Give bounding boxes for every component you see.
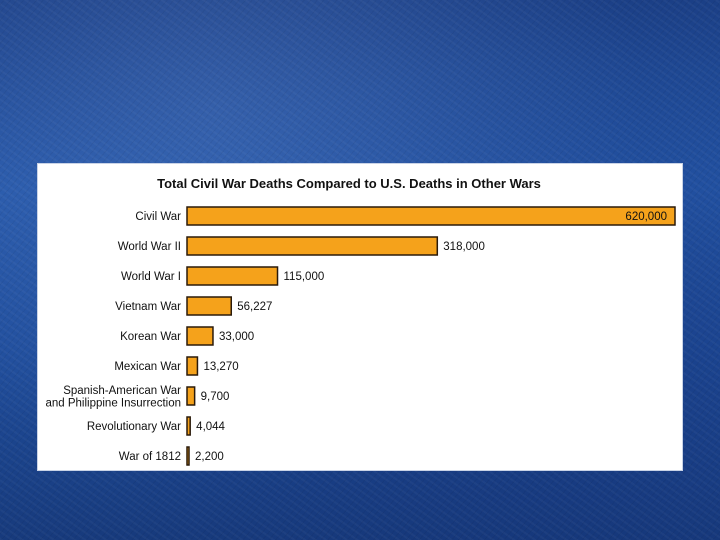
- category-label-line: World War II: [118, 241, 181, 253]
- bar: [186, 386, 196, 406]
- bar: [186, 266, 279, 286]
- category-label-line: Mexican War: [114, 361, 181, 373]
- bar: [186, 206, 676, 226]
- value-label: 56,227: [237, 301, 272, 313]
- category-label-line: World War I: [121, 271, 181, 283]
- chart-title: Total Civil War Deaths Compared to U.S. …: [157, 176, 541, 191]
- bar: [186, 326, 214, 346]
- value-label: 620,000: [625, 211, 667, 223]
- category-label-line: Revolutionary War: [87, 421, 181, 433]
- bar: [186, 356, 199, 376]
- value-label: 33,000: [219, 331, 254, 343]
- category-label-line: and Philippine Insurrection: [45, 397, 181, 409]
- category-label: Civil War: [135, 211, 181, 223]
- chart-panel: Total Civil War Deaths Compared to U.S. …: [37, 163, 683, 471]
- category-label-line: War of 1812: [119, 451, 181, 463]
- bars-group: Civil War 620,000 World War II 318,000 World…: [45, 206, 676, 466]
- category-label: Spanish-American War and Philippine Insur…: [45, 385, 181, 410]
- value-label: 318,000: [443, 241, 485, 253]
- category-label-line: Vietnam War: [115, 301, 181, 313]
- category-label: World War I: [121, 271, 181, 283]
- category-label: Revolutionary War: [87, 421, 181, 433]
- bar: [186, 446, 190, 466]
- value-label: 2,200: [195, 451, 224, 463]
- value-label: 13,270: [203, 361, 238, 373]
- category-label: War of 1812: [119, 451, 181, 463]
- category-label: Vietnam War: [115, 301, 181, 313]
- category-label-line: Spanish-American War: [63, 385, 181, 397]
- category-label-line: Korean War: [120, 331, 181, 343]
- bar-chart: Total Civil War Deaths Compared to U.S. …: [45, 176, 676, 466]
- bar: [186, 416, 191, 436]
- category-label: Mexican War: [114, 361, 181, 373]
- value-label: 4,044: [196, 421, 225, 433]
- category-label: World War II: [118, 241, 181, 253]
- category-label: Korean War: [120, 331, 181, 343]
- category-label-line: Civil War: [135, 211, 181, 223]
- bar: [186, 236, 439, 256]
- value-label: 115,000: [284, 271, 325, 283]
- bar: [186, 296, 233, 316]
- value-label: 9,700: [201, 391, 230, 403]
